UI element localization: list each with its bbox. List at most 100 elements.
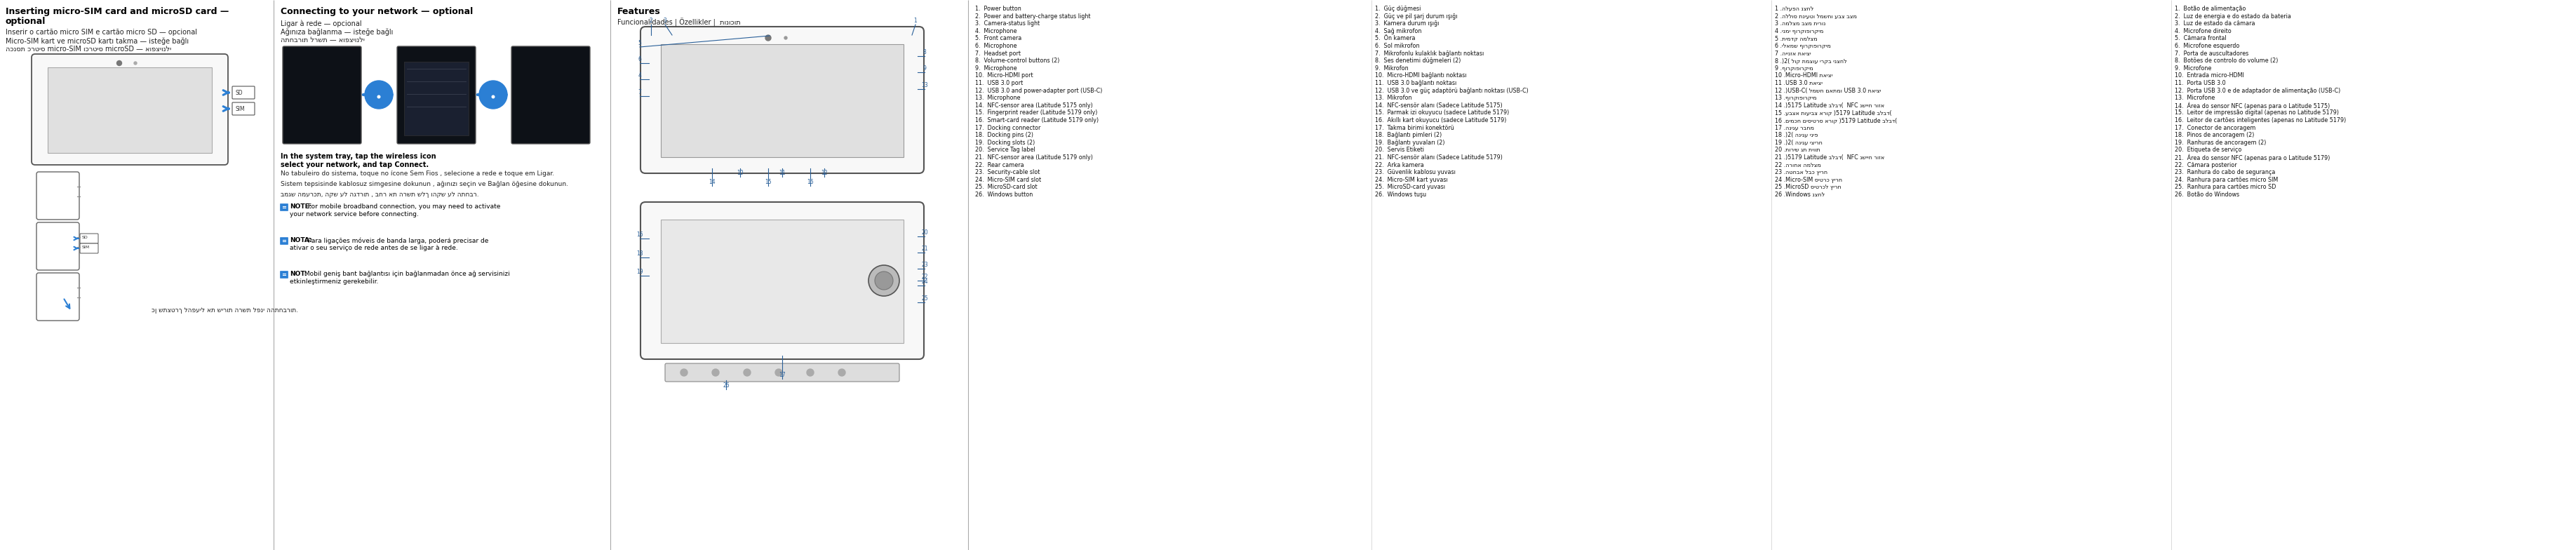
Text: 14.  NFC-sensor area (Latitude 5175 only): 14. NFC-sensor area (Latitude 5175 only) — [976, 102, 1092, 108]
Text: 10.  Micro-HDMI bağlantı noktası: 10. Micro-HDMI bağlantı noktası — [1376, 73, 1466, 79]
Text: 9.  Microphone: 9. Microphone — [976, 65, 1018, 72]
Text: במגש המערכת, הקש על הגדרות , בחר את הרשת שלך והקש על התחבר.: במגש המערכת, הקש על הגדרות , בחר את הרשת… — [281, 191, 479, 198]
FancyBboxPatch shape — [662, 219, 904, 343]
FancyBboxPatch shape — [665, 364, 899, 382]
Text: 12.  Porta USB 3.0 e de adaptador de alimentação (USB-C): 12. Porta USB 3.0 e de adaptador de alim… — [2174, 87, 2342, 94]
Text: 25.  MicroSD-card yuvası: 25. MicroSD-card yuvası — [1376, 184, 1445, 190]
Text: 14.  Área do sensor NFC (apenas para o Latitude 5175): 14. Área do sensor NFC (apenas para o La… — [2174, 102, 2329, 109]
Text: 13.  Microphone: 13. Microphone — [976, 95, 1020, 101]
Text: 16: 16 — [806, 179, 814, 185]
Text: 7.  Mikrofonlu kulaklık bağlantı noktası: 7. Mikrofonlu kulaklık bağlantı noktası — [1376, 50, 1484, 57]
Text: 3.  Kamera durum ışığı: 3. Kamera durum ışığı — [1376, 20, 1440, 27]
Text: select your network, and tap Connect.: select your network, and tap Connect. — [281, 161, 428, 168]
Text: 8 .)2( לוק תמצוע ירקב ינצחל: 8 .)2( לוק תמצוע ירקב ינצחל — [1775, 58, 1847, 64]
Text: 4.  Microfone direito: 4. Microfone direito — [2174, 28, 2231, 34]
Text: 5.  Câmara frontal: 5. Câmara frontal — [2174, 35, 2226, 42]
Text: 3: 3 — [665, 18, 667, 24]
Text: 11 .USB 3.0 תאיצי: 11 .USB 3.0 תאיצי — [1775, 80, 1824, 86]
Text: 22.  Rear camera: 22. Rear camera — [976, 162, 1025, 168]
Text: 10 .Micro-HDMI תאיצי: 10 .Micro-HDMI תאיצי — [1775, 73, 1832, 79]
Text: 4: 4 — [639, 72, 641, 79]
Text: Micro-SIM kart ve microSD kartı takma — isteğe bağlı: Micro-SIM kart ve microSD kartı takma — … — [5, 37, 188, 45]
Text: 15.  Fingerprint reader (Latitude 5179 only): 15. Fingerprint reader (Latitude 5179 on… — [976, 109, 1097, 116]
Text: 16.  Leitor de cartões inteligentes (apenas no Latitude 5179): 16. Leitor de cartões inteligentes (apen… — [2174, 117, 2347, 123]
Text: 24 .Micro-SIM סיטרכ ץירח: 24 .Micro-SIM סיטרכ ץירח — [1775, 177, 1842, 183]
Text: 13.  Microfone: 13. Microfone — [2174, 95, 2215, 101]
Circle shape — [775, 369, 783, 376]
Text: 9 .ףורקופורקימ: 9 .ףורקופורקימ — [1775, 65, 1814, 72]
FancyBboxPatch shape — [513, 46, 590, 144]
Text: 19.  Ranhuras de ancoragem (2): 19. Ranhuras de ancoragem (2) — [2174, 140, 2267, 146]
Text: 9.  Microfone: 9. Microfone — [2174, 65, 2210, 72]
Text: 3.  Luz de estado da câmara: 3. Luz de estado da câmara — [2174, 20, 2254, 27]
Text: Ligar à rede — opcional: Ligar à rede — opcional — [281, 20, 361, 27]
Text: 5.  Front camera: 5. Front camera — [976, 35, 1023, 42]
Text: 3 .המלצמ בצמ תירונ: 3 .המלצמ בצמ תירונ — [1775, 20, 1826, 27]
Text: 21.  Área do sensor NFC (apenas para o Latitude 5179): 21. Área do sensor NFC (apenas para o La… — [2174, 155, 2331, 162]
Text: 16.  Akıllı kart okuyucu (sadece Latitude 5179): 16. Akıllı kart okuyucu (sadece Latitude… — [1376, 117, 1507, 123]
Text: 8.  Volume-control buttons (2): 8. Volume-control buttons (2) — [976, 58, 1059, 64]
Text: 14: 14 — [708, 179, 716, 185]
Text: ativar o seu serviço de rede antes de se ligar à rede.: ativar o seu serviço de rede antes de se… — [289, 245, 459, 251]
Text: 21 .)5179 Latitude בלבד(  NFC נשייח רוזא: 21 .)5179 Latitude בלבד( NFC נשייח רוזא — [1775, 155, 1886, 161]
Text: 21.  NFC-sensor area (Latitude 5179 only): 21. NFC-sensor area (Latitude 5179 only) — [976, 155, 1092, 161]
Text: 25: 25 — [922, 295, 927, 301]
Text: 24: 24 — [922, 278, 927, 285]
Text: 8.  Botões de controlo do volume (2): 8. Botões de controlo do volume (2) — [2174, 58, 2277, 64]
FancyBboxPatch shape — [641, 26, 925, 173]
Text: 11.  USB 3.0 bağlantı noktası: 11. USB 3.0 bağlantı noktası — [1376, 80, 1455, 86]
Text: Inserting micro-SIM card and microSD card —: Inserting micro-SIM card and microSD car… — [5, 7, 229, 16]
Text: 23 .הטחבא לבכ ץירח: 23 .הטחבא לבכ ץירח — [1775, 169, 1826, 175]
Circle shape — [116, 60, 121, 65]
FancyBboxPatch shape — [36, 273, 80, 321]
Text: 6 .ילאמש ףורקופורקימ: 6 .ילאמש ףורקופורקימ — [1775, 43, 1832, 49]
Text: 16: 16 — [636, 232, 644, 238]
FancyBboxPatch shape — [36, 222, 80, 270]
Text: 11.  Porta USB 3.0: 11. Porta USB 3.0 — [2174, 80, 2226, 86]
Text: 1.  Power button: 1. Power button — [976, 6, 1020, 12]
Text: 2 .הללוס תניעטו למשחו עבצ בצמ: 2 .הללוס תניעטו למשחו עבצ בצמ — [1775, 13, 1857, 19]
Text: 17 .הניגע רבחמ: 17 .הניגע רבחמ — [1775, 125, 1814, 131]
Text: 9: 9 — [922, 65, 927, 72]
Text: 5: 5 — [639, 40, 641, 46]
Text: 21: 21 — [922, 245, 927, 252]
Text: 26.  Windows tuşu: 26. Windows tuşu — [1376, 191, 1427, 198]
Text: 8.  Ses denetimi düğmeleri (2): 8. Ses denetimi düğmeleri (2) — [1376, 58, 1461, 64]
Text: 18.  Pinos de ancoragem (2): 18. Pinos de ancoragem (2) — [2174, 132, 2254, 139]
Text: NOTE:: NOTE: — [289, 204, 312, 210]
Text: 16 .םימכח םיסיטרס ארוק )5179 Latitude בלבד(: 16 .םימכח םיסיטרס ארוק )5179 Latitude בל… — [1775, 117, 1896, 123]
Text: 12.  USB 3.0 ve güç adaptörü bağlantı noktası (USB-C): 12. USB 3.0 ve güç adaptörü bağlantı nok… — [1376, 87, 1528, 94]
FancyBboxPatch shape — [281, 271, 289, 278]
Text: 6.  Sol mikrofon: 6. Sol mikrofon — [1376, 43, 1419, 49]
Text: 7: 7 — [639, 89, 641, 95]
FancyBboxPatch shape — [232, 86, 255, 99]
Text: 5.  Ön kamera: 5. Ön kamera — [1376, 35, 1414, 42]
Text: Sistem tepsisinde kablosuz simgesine dokunun , ağınızı seçin ve Bağlan öğesine d: Sistem tepsisinde kablosuz simgesine dok… — [281, 181, 569, 188]
Text: 12: 12 — [822, 170, 827, 176]
Text: 13 .ףורקופורקימ: 13 .ףורקופורקימ — [1775, 95, 1816, 101]
Text: 6: 6 — [639, 56, 641, 63]
Text: NOTA:: NOTA: — [289, 237, 312, 244]
Text: 2.  Power and battery-charge status light: 2. Power and battery-charge status light — [976, 13, 1090, 19]
FancyBboxPatch shape — [283, 46, 361, 144]
Text: 15: 15 — [765, 179, 773, 185]
Text: 23.  Ranhura do cabo de segurança: 23. Ranhura do cabo de segurança — [2174, 169, 2275, 175]
Text: 17.  Takma birimi konektörü: 17. Takma birimi konektörü — [1376, 125, 1453, 131]
Text: 18.  Docking pins (2): 18. Docking pins (2) — [976, 132, 1033, 139]
Text: 7 .היינזא תאיצי: 7 .היינזא תאיצי — [1775, 50, 1811, 57]
Text: Connecting to your network — optional: Connecting to your network — optional — [281, 7, 474, 16]
Circle shape — [765, 35, 770, 41]
FancyBboxPatch shape — [31, 54, 229, 165]
Text: 22 .הרוחא המלצמ: 22 .הרוחא המלצמ — [1775, 162, 1821, 168]
FancyBboxPatch shape — [49, 67, 211, 153]
Circle shape — [783, 36, 788, 39]
Text: כן שתצטרך להפעיל את שירות הרשת לפני ההתחברות.: כן שתצטרך להפעיל את שירות הרשת לפני ההתח… — [152, 307, 299, 313]
Text: 1 .הלעפה נצחל: 1 .הלעפה נצחל — [1775, 6, 1814, 12]
Circle shape — [366, 81, 394, 109]
Text: SIM: SIM — [237, 106, 245, 112]
Text: Inserir o cartão micro SIM e cartão micro SD — opcional: Inserir o cartão micro SIM e cartão micr… — [5, 29, 198, 36]
Text: 20.  Service Tag label: 20. Service Tag label — [976, 147, 1036, 153]
Text: 19.  Bağlantı yuvaları (2): 19. Bağlantı yuvaları (2) — [1376, 140, 1445, 146]
Text: 8: 8 — [922, 49, 927, 56]
Text: 25.  MicroSD-card slot: 25. MicroSD-card slot — [976, 184, 1038, 190]
